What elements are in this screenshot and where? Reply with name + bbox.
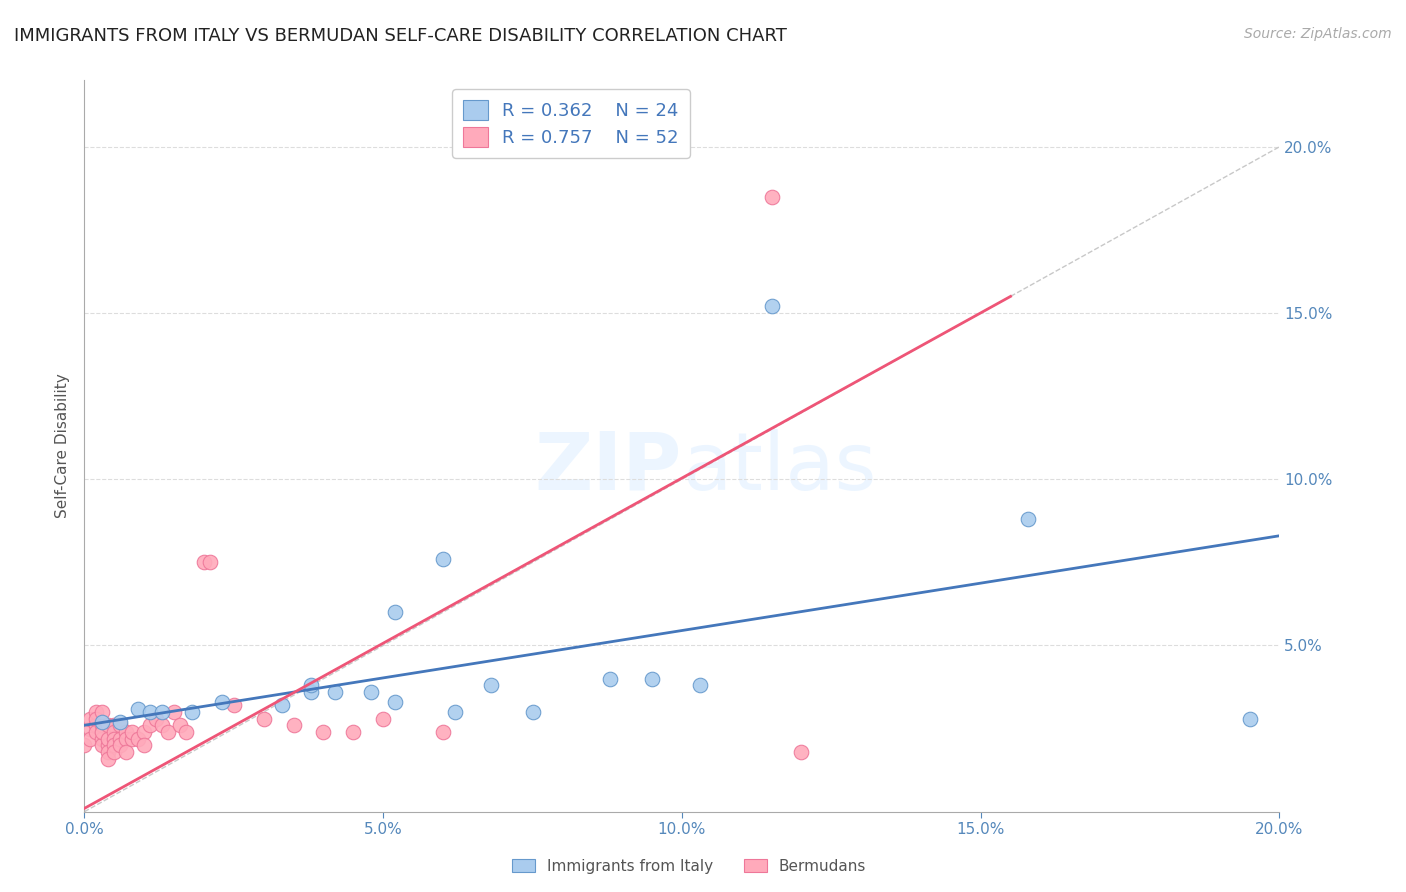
Point — [132, 725, 156, 739]
Point — [91, 731, 114, 746]
Point — [1018, 512, 1040, 526]
Point — [432, 552, 454, 566]
Point — [253, 712, 276, 726]
Point — [444, 705, 467, 719]
Text: ZIP: ZIP — [534, 429, 682, 507]
Point — [761, 189, 783, 203]
Point — [91, 705, 114, 719]
Point — [301, 678, 323, 692]
Point — [103, 731, 125, 746]
Point — [110, 738, 132, 752]
Point — [790, 745, 813, 759]
Point — [110, 718, 132, 732]
Point — [103, 725, 125, 739]
Point — [174, 725, 197, 739]
Point — [110, 714, 132, 729]
Point — [79, 722, 101, 736]
Point — [522, 705, 544, 719]
Point — [86, 712, 108, 726]
Point — [91, 738, 114, 752]
Point — [97, 738, 120, 752]
Point — [97, 718, 120, 732]
Point — [599, 672, 621, 686]
Point — [283, 718, 305, 732]
Point — [169, 718, 191, 732]
Text: IMMIGRANTS FROM ITALY VS BERMUDAN SELF-CARE DISABILITY CORRELATION CHART: IMMIGRANTS FROM ITALY VS BERMUDAN SELF-C… — [14, 27, 787, 45]
Point — [127, 701, 149, 715]
Point — [180, 705, 204, 719]
Point — [211, 695, 233, 709]
Point — [384, 605, 406, 619]
Point — [91, 714, 114, 729]
Point — [342, 725, 364, 739]
Point — [432, 725, 454, 739]
Point — [157, 725, 180, 739]
Point — [270, 698, 292, 713]
Point — [79, 712, 101, 726]
Point — [103, 745, 125, 759]
Point — [641, 672, 664, 686]
Point — [384, 695, 406, 709]
Point — [86, 725, 108, 739]
Point — [121, 725, 143, 739]
Point — [222, 698, 245, 713]
Point — [115, 725, 138, 739]
Point — [103, 738, 125, 752]
Y-axis label: Self-Care Disability: Self-Care Disability — [55, 374, 70, 518]
Point — [115, 731, 138, 746]
Point — [86, 705, 108, 719]
Point — [127, 731, 149, 746]
Point — [139, 705, 162, 719]
Point — [301, 685, 323, 699]
Point — [121, 731, 143, 746]
Point — [79, 731, 101, 746]
Point — [360, 685, 382, 699]
Point — [97, 751, 120, 765]
Point — [73, 738, 96, 752]
Legend: R = 0.362    N = 24, R = 0.757    N = 52: R = 0.362 N = 24, R = 0.757 N = 52 — [451, 89, 690, 158]
Point — [150, 705, 173, 719]
Point — [312, 725, 335, 739]
Point — [371, 712, 394, 726]
Point — [97, 745, 120, 759]
Point — [97, 731, 120, 746]
Point — [86, 718, 108, 732]
Point — [139, 718, 162, 732]
Point — [1239, 712, 1261, 726]
Point — [689, 678, 711, 692]
Point — [150, 718, 173, 732]
Point — [761, 299, 783, 313]
Point — [103, 718, 125, 732]
Text: Source: ZipAtlas.com: Source: ZipAtlas.com — [1244, 27, 1392, 41]
Point — [198, 555, 221, 569]
Point — [193, 555, 215, 569]
Text: atlas: atlas — [682, 429, 876, 507]
Point — [91, 718, 114, 732]
Point — [145, 712, 167, 726]
Point — [91, 725, 114, 739]
Point — [479, 678, 502, 692]
Legend: Immigrants from Italy, Bermudans: Immigrants from Italy, Bermudans — [506, 853, 872, 880]
Point — [132, 738, 156, 752]
Point — [323, 685, 347, 699]
Point — [163, 705, 186, 719]
Point — [110, 731, 132, 746]
Point — [115, 745, 138, 759]
